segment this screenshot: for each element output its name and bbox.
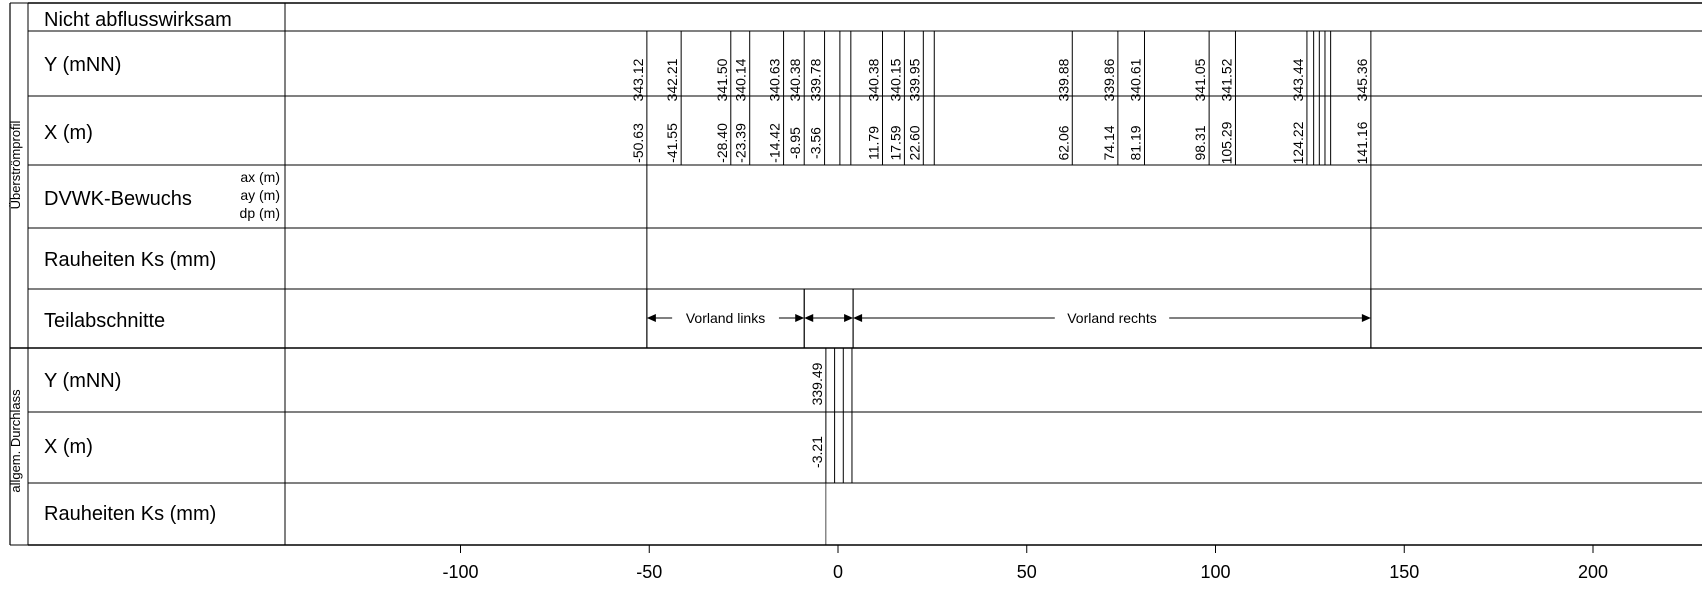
axis-tick-label: 50 [1017, 562, 1037, 582]
arrow-head-right [844, 314, 854, 322]
profile-x-value: -3.56 [808, 127, 824, 159]
row-label-rauheiten-durchlass: Rauheiten Ks (mm) [44, 503, 216, 525]
axis-tick-label: -100 [442, 562, 478, 582]
profile-y-value: 340.14 [733, 58, 749, 101]
profile-x-value: 11.79 [866, 126, 882, 160]
profile-x-value: 124.22 [1290, 121, 1306, 164]
axis-tick-label: 100 [1200, 562, 1230, 582]
axis-tick-label: 150 [1389, 562, 1419, 582]
profile-x-value: 81.19 [1127, 125, 1143, 160]
row-label-nicht-abflusswirksam: Nicht abflusswirksam [44, 9, 232, 31]
profile-y-value: 341.05 [1192, 58, 1208, 101]
profile-y-value: 339.86 [1101, 58, 1117, 101]
teilabschnitt-label: Vorland links [686, 310, 765, 326]
profile-x-value: -28.40 [714, 123, 730, 163]
durchlass-y-value: 339.49 [809, 362, 825, 405]
arrow-head-left [804, 314, 814, 322]
profile-x-value: 98.31 [1192, 125, 1208, 160]
profile-x-value: 62.06 [1055, 125, 1071, 160]
row-label-dvwk-ay: ay (m) [240, 187, 280, 203]
profile-y-value: 339.95 [906, 58, 922, 101]
row-label-dvwk-dp: dp (m) [240, 205, 280, 221]
group-label-ueberstroemprofil: Überströmprofil [8, 120, 23, 209]
profile-x-value: 105.29 [1218, 121, 1234, 164]
profile-y-value: 340.61 [1127, 58, 1143, 101]
row-label-dvwk: DVWK-Bewuchs [44, 188, 192, 210]
axis-tick-label: 0 [833, 562, 843, 582]
row-label-rauheiten: Rauheiten Ks (mm) [44, 249, 216, 271]
row-label-dvwk-ax: ax (m) [240, 169, 280, 185]
profile-y-value: 343.44 [1290, 58, 1306, 101]
row-label-teilabschnitte: Teilabschnitte [44, 310, 165, 332]
row-label-y: Y (mNN) [44, 54, 121, 76]
profile-y-value: 340.15 [887, 58, 903, 101]
profile-x-value: 22.60 [906, 125, 922, 160]
profile-x-value: -14.42 [767, 123, 783, 163]
profile-marks: 343.12 -50.63 342.21 -41.55 341.50 -28.40 340.… [442, 31, 1608, 582]
profile-x-value: -41.55 [664, 123, 680, 163]
profile-y-value: 345.36 [1354, 58, 1370, 101]
row-label-x: X (m) [44, 122, 93, 144]
profile-x-value: 17.59 [887, 125, 903, 160]
arrow-head-right [795, 314, 805, 322]
profile-y-value: 342.21 [664, 58, 680, 101]
durchlass-x-value: -3.21 [809, 436, 825, 468]
arrow-head-right [1361, 314, 1371, 322]
profile-x-value: -50.63 [630, 123, 646, 163]
axis-tick-label: -50 [636, 562, 662, 582]
profile-x-value: -8.95 [787, 127, 803, 159]
teilabschnitt-label: Vorland rechts [1067, 310, 1157, 326]
table-grid [9, 2, 1702, 546]
profile-y-value: 339.78 [808, 58, 824, 101]
axis-tick-label: 200 [1578, 562, 1608, 582]
group-label-durchlass: allgem. Durchlass [8, 389, 23, 493]
profile-x-value: 74.14 [1101, 125, 1117, 160]
profile-x-value: -23.39 [733, 123, 749, 163]
profile-y-value: 340.63 [767, 58, 783, 101]
profile-y-value: 341.52 [1218, 58, 1234, 101]
arrow-head-left [853, 314, 863, 322]
profile-y-value: 339.88 [1055, 58, 1071, 101]
profile-y-value: 340.38 [787, 58, 803, 101]
profile-y-value: 343.12 [630, 58, 646, 101]
profile-y-value: 340.38 [866, 58, 882, 101]
row-label-x-durchlass: X (m) [44, 436, 93, 458]
profile-y-value: 341.50 [714, 58, 730, 101]
arrow-head-left [646, 314, 656, 322]
row-label-y-durchlass: Y (mNN) [44, 370, 121, 392]
profile-x-value: 141.16 [1354, 121, 1370, 164]
